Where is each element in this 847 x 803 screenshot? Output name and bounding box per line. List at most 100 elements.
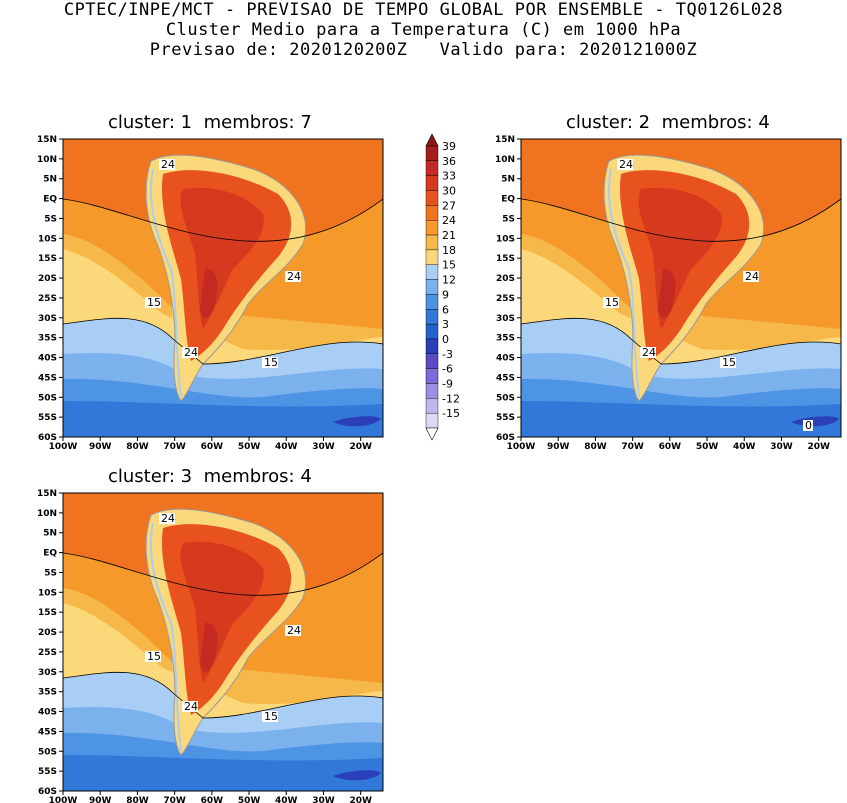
lat-tick-label: 45S — [496, 373, 515, 383]
lat-tick-label: 10S — [38, 588, 57, 598]
lat-tick-label: 30S — [496, 314, 515, 324]
colorbar-swatch — [425, 294, 439, 310]
colorbar-swatch — [425, 145, 439, 162]
lon-tick-label: 60W — [201, 442, 224, 452]
lon-tick-label: 20W — [349, 796, 372, 803]
colorbar-label: 6 — [442, 303, 449, 316]
colorbar-label: 15 — [442, 259, 456, 272]
panel-3-map: 24 24 24 15 15 15N 10N 5N EQ 5S 10S 15S 20S 25S 30S 35S… — [37, 489, 384, 803]
colorbar-label: 21 — [442, 229, 456, 242]
colorbar-label: 33 — [442, 170, 456, 183]
lat-tick-label: 5N — [501, 175, 515, 185]
lat-tick-label: 35S — [38, 334, 57, 344]
header-line-2: Cluster Medio para a Temperatura (C) em … — [165, 20, 682, 40]
colorbar-swatch — [425, 279, 439, 295]
colorbar-label: 39 — [442, 140, 456, 153]
contour-label: 15 — [722, 356, 736, 369]
lat-tick-label: 5N — [43, 175, 57, 185]
lat-tick-label: 15N — [37, 135, 57, 145]
lon-tick-label: 50W — [696, 442, 719, 452]
lon-tick-label: 100W — [507, 442, 536, 452]
lon-tick-label: 50W — [238, 796, 261, 803]
lat-tick-label: 5S — [502, 214, 515, 224]
colorbar-swatch — [425, 175, 439, 191]
colorbar-swatch — [425, 383, 439, 399]
lat-tick-label: 35S — [496, 334, 515, 344]
lat-tick-label: 35S — [38, 688, 57, 698]
lat-tick-label: 15N — [495, 135, 515, 145]
lat-tick-label: 55S — [496, 413, 515, 423]
colorbar-swatch — [425, 220, 439, 236]
lon-tick-label: 40W — [275, 442, 298, 452]
contour-label: 15 — [147, 296, 161, 309]
header-line-3: Previsao de: 2020120200Z Valido para: 20… — [149, 40, 698, 60]
colorbar-swatch — [425, 398, 439, 414]
contour-label: 15 — [264, 356, 278, 369]
lat-tick-label: 10N — [495, 155, 515, 165]
lat-tick-label: EQ — [501, 195, 515, 205]
lat-tick-label: 30S — [38, 668, 57, 678]
lon-tick-label: 70W — [163, 796, 186, 803]
colorbar-swatch — [425, 190, 439, 206]
contour-label: 24 — [745, 270, 759, 283]
colorbar-swatch — [425, 338, 439, 354]
lat-tick-label: 60S — [38, 433, 57, 443]
lon-tick-label: 60W — [659, 442, 682, 452]
colorbar-label: 24 — [442, 214, 456, 227]
figure-header: CPTEC/INPE/MCT - PREVISAO DE TEMPO GLOBA… — [0, 0, 847, 60]
lon-tick-label: 100W — [49, 442, 78, 452]
contour-label: 0 — [805, 419, 812, 432]
lon-tick-label: 70W — [621, 442, 644, 452]
lat-tick-label: EQ — [43, 549, 57, 559]
colorbar-swatch — [425, 323, 439, 340]
colorbar-label: 30 — [442, 185, 456, 198]
colorbar-label: -12 — [442, 392, 460, 405]
lat-tick-label: 20S — [38, 628, 57, 638]
lat-tick-label: 15S — [496, 254, 515, 264]
colorbar-label: 18 — [442, 244, 456, 257]
lat-tick-label: 10N — [37, 509, 57, 519]
panel-2-map: 24 24 24 15 15 0 15N 10N 5N EQ 5S 10S 15S 20S 25S 30S 35… — [495, 135, 842, 452]
contour-label: 24 — [642, 346, 656, 359]
lat-tick-label: 55S — [38, 767, 57, 777]
colorbar-label: 12 — [442, 274, 456, 287]
lat-tick-label: 20S — [496, 274, 515, 284]
lat-tick-label: 15S — [38, 254, 57, 264]
lat-tick-label: 15N — [37, 489, 57, 499]
lat-tick-label: 40S — [38, 708, 57, 718]
colorbar-label: 9 — [442, 288, 449, 301]
colorbar-label: 3 — [442, 318, 449, 331]
lat-tick-label: 25S — [38, 648, 57, 658]
lat-tick-label: 5S — [44, 568, 57, 578]
lat-tick-label: 10S — [496, 234, 515, 244]
lon-tick-label: 90W — [547, 442, 570, 452]
panel-1-title: cluster: 1 membros: 7 — [108, 112, 312, 133]
lon-tick-label: 20W — [807, 442, 830, 452]
lat-tick-label: 25S — [496, 294, 515, 304]
lat-tick-label: 20S — [38, 274, 57, 284]
header-line-1: CPTEC/INPE/MCT - PREVISAO DE TEMPO GLOBA… — [63, 0, 784, 20]
lon-tick-label: 30W — [312, 796, 335, 803]
colorbar-label: 27 — [442, 199, 456, 212]
colorbar-label: 36 — [442, 155, 456, 168]
contour-label: 24 — [184, 700, 198, 713]
lat-tick-label: 45S — [38, 373, 57, 383]
lon-tick-label: 100W — [49, 796, 78, 803]
lat-tick-label: 55S — [38, 413, 57, 423]
contour-label: 24 — [287, 624, 301, 637]
lon-tick-label: 90W — [89, 796, 112, 803]
colorbar-label: -6 — [442, 363, 453, 376]
lat-tick-label: 50S — [496, 393, 515, 403]
lon-tick-label: 30W — [770, 442, 793, 452]
lat-tick-label: 15S — [38, 608, 57, 618]
lat-tick-label: 40S — [38, 354, 57, 364]
lat-tick-label: 25S — [38, 294, 57, 304]
lat-tick-label: 60S — [496, 433, 515, 443]
colorbar-swatch — [425, 264, 439, 280]
colorbar-swatch — [425, 205, 439, 221]
colorbar-swatch — [425, 309, 439, 325]
contour-label: 24 — [161, 158, 175, 171]
lon-tick-label: 30W — [312, 442, 335, 452]
panel-3-title: cluster: 3 membros: 4 — [108, 466, 312, 487]
